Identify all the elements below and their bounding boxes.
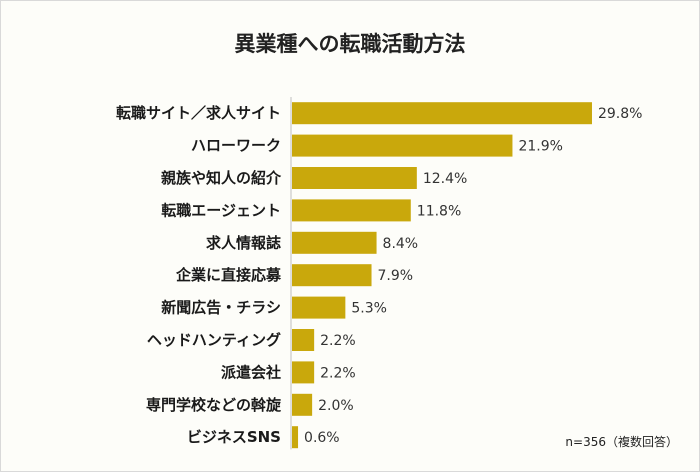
value-label: 5.3%: [351, 301, 387, 317]
bar: [292, 199, 411, 222]
bar: [292, 393, 313, 416]
value-label: 29.8%: [598, 106, 642, 122]
chart-title: 異業種への転職活動方法: [234, 32, 466, 56]
category-label: ビジネスSNS: [187, 428, 281, 446]
bar: [292, 329, 315, 351]
value-label: 7.9%: [378, 268, 414, 284]
bar: [292, 426, 299, 449]
category-label: 転職エージェント: [161, 201, 281, 219]
bar: [292, 361, 315, 384]
category-label: ヘッドハンティング: [147, 331, 281, 349]
value-label: 21.9%: [518, 139, 562, 155]
sample-note: n=356（複数回答）: [565, 435, 678, 449]
bar: [292, 264, 372, 287]
category-label: ハローワーク: [191, 137, 281, 155]
bar: [292, 134, 513, 157]
bar: [292, 167, 417, 189]
value-label: 12.4%: [423, 171, 467, 187]
category-label: 求人情報誌: [206, 234, 281, 252]
category-label: 転職サイト／求人サイト: [116, 104, 281, 122]
value-label: 2.2%: [320, 365, 356, 381]
value-label: 2.0%: [318, 398, 354, 414]
category-label: 派遣会社: [221, 363, 281, 381]
bar: [292, 102, 592, 125]
value-label: 0.6%: [304, 430, 340, 446]
category-label: 企業に直接応募: [175, 266, 282, 284]
value-label: 2.2%: [320, 333, 356, 349]
category-label: 専門学校などの斡旋: [146, 396, 282, 414]
value-label: 8.4%: [383, 236, 419, 252]
bar: [292, 296, 346, 319]
category-label: 親族や知人の紹介: [161, 169, 282, 187]
bar: [292, 231, 377, 254]
category-label: 新聞広告・チラシ: [161, 299, 281, 317]
value-label: 11.8%: [417, 203, 461, 219]
